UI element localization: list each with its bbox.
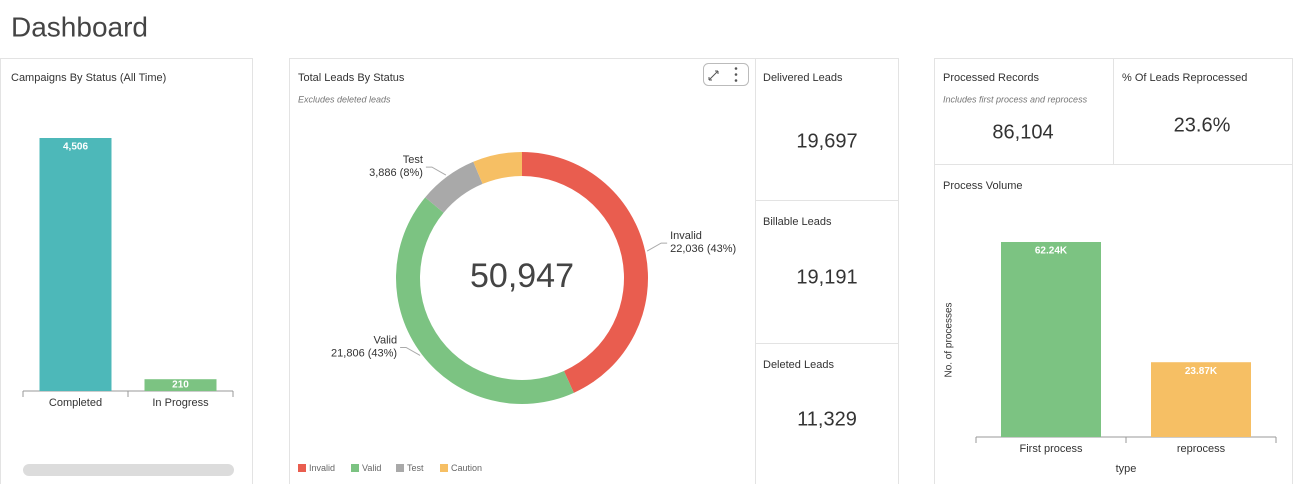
x-tick-label: In Progress — [152, 397, 209, 409]
slice-label: Invalid — [670, 230, 702, 242]
slice-label: Valid — [373, 334, 397, 346]
value-label: 4,506 — [63, 142, 88, 153]
chart-title: Campaigns By Status (All Time) — [11, 72, 166, 84]
donut-slice — [425, 161, 483, 213]
legend-label: Invalid — [309, 463, 335, 473]
bar — [39, 138, 112, 391]
slice-value: 22,036 (43%) — [670, 243, 736, 255]
page-title: Dashboard — [11, 11, 148, 42]
x-tick-label: Completed — [49, 397, 102, 409]
bar — [144, 379, 217, 391]
card-title: % Of Leads Reprocessed — [1122, 72, 1247, 84]
donut-slice — [522, 152, 649, 393]
bar — [1001, 242, 1101, 437]
slice-value: 3,886 (8%) — [369, 167, 423, 179]
card-subtitle: Includes first process and reprocess — [943, 94, 1088, 104]
card-title: Delivered Leads — [763, 72, 843, 84]
legend-label: Caution — [451, 463, 482, 473]
scrollbar[interactable] — [23, 464, 234, 476]
chart-subtitle: Excludes deleted leads — [298, 94, 391, 104]
value-label: 210 — [172, 380, 189, 391]
y-axis-label: No. of processes — [944, 302, 955, 377]
slice-value: 21,806 (43%) — [331, 347, 397, 359]
card — [934, 58, 1114, 165]
panel — [289, 58, 756, 484]
card — [1113, 58, 1293, 165]
legend-swatch — [351, 464, 359, 472]
card — [755, 343, 899, 484]
legend-swatch — [298, 464, 306, 472]
value-label: 23.87K — [1185, 366, 1218, 377]
donut-slice — [473, 152, 522, 184]
leader-line — [400, 346, 421, 356]
card-value: 11,329 — [797, 408, 857, 430]
value-label: 62.24K — [1035, 246, 1068, 257]
x-axis-label: type — [1116, 463, 1137, 475]
chart-title: Process Volume — [943, 180, 1022, 192]
card-value: 23.6% — [1174, 114, 1231, 136]
x-tick-label: First process — [1020, 443, 1083, 455]
card — [755, 58, 899, 201]
card-value: 86,104 — [992, 121, 1053, 143]
x-tick-label: reprocess — [1177, 443, 1226, 455]
bar — [1151, 362, 1251, 437]
toolbar[interactable] — [703, 63, 749, 86]
legend-label: Test — [407, 463, 424, 473]
center-text: 50,947 — [470, 257, 574, 295]
legend-label: Valid — [362, 463, 381, 473]
donut-slice — [395, 197, 574, 405]
chart-title: Total Leads By Status — [298, 72, 405, 84]
card-title: Deleted Leads — [763, 359, 834, 371]
card-value: 19,191 — [796, 266, 857, 288]
leader-line — [425, 166, 447, 176]
panel — [0, 58, 253, 484]
card-title: Processed Records — [943, 72, 1039, 84]
leader-line — [646, 242, 668, 252]
slice-label: Test — [403, 154, 423, 166]
legend-swatch — [440, 464, 448, 472]
card-title: Billable Leads — [763, 216, 832, 228]
card-value: 19,697 — [796, 130, 857, 152]
legend-swatch — [396, 464, 404, 472]
